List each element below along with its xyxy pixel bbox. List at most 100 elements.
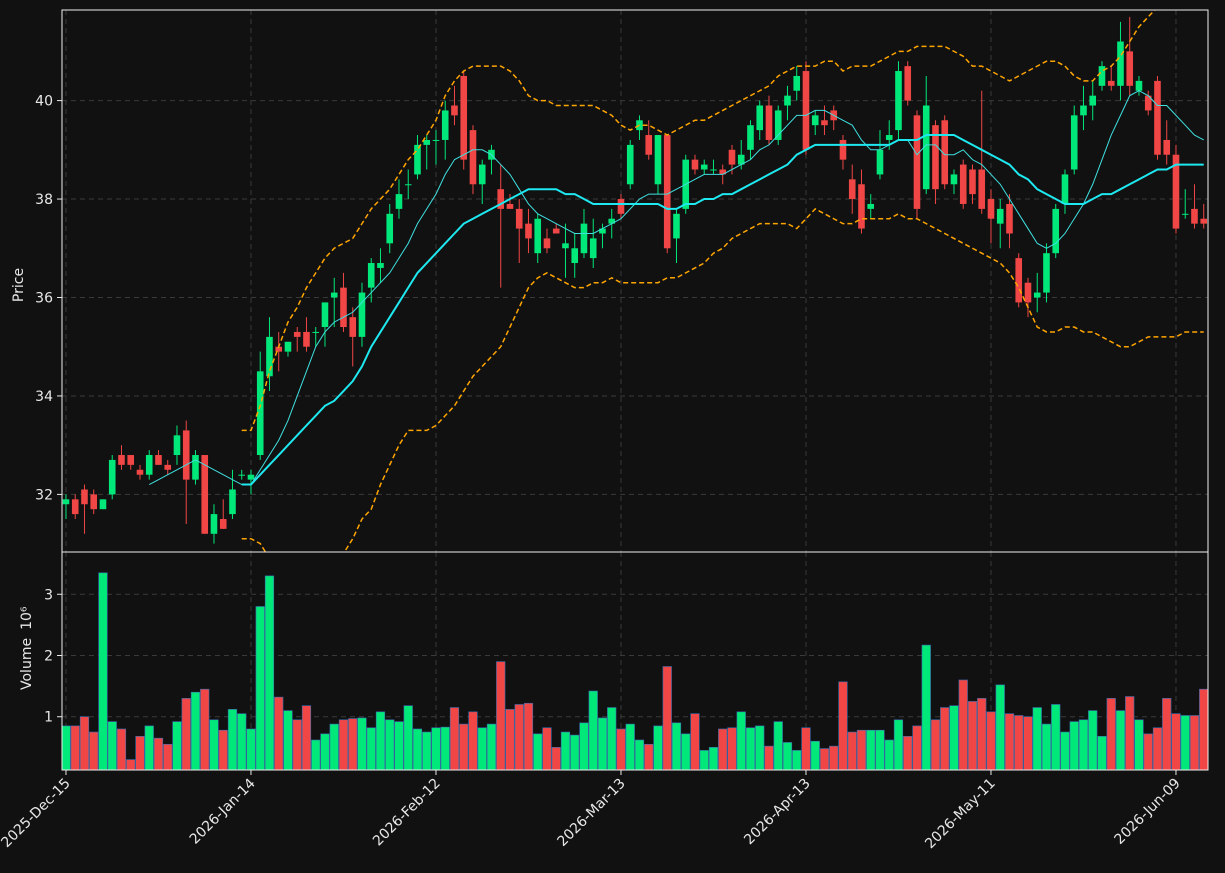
candle-body xyxy=(367,263,375,288)
y-tick-label: 32 xyxy=(35,487,53,503)
y-tick-label: 38 xyxy=(35,192,53,208)
volume-bar xyxy=(866,729,876,770)
volume-bar xyxy=(644,743,654,770)
volume-bar xyxy=(718,728,728,770)
volume-bar xyxy=(995,684,1005,770)
candle-body xyxy=(1172,154,1180,229)
candle-body xyxy=(1154,80,1161,155)
candle-body xyxy=(1024,282,1032,303)
volume-bar xyxy=(264,575,275,770)
candle-body xyxy=(99,499,107,510)
candle-body xyxy=(1080,105,1087,116)
candle-body xyxy=(552,228,560,234)
candle-body xyxy=(1191,208,1198,224)
candle-body xyxy=(959,164,967,204)
candle-body xyxy=(932,125,939,190)
volume-bar xyxy=(348,718,358,770)
candle-body xyxy=(608,218,616,224)
candle-body xyxy=(460,75,468,160)
volume-bar xyxy=(431,727,441,770)
candle-body xyxy=(895,71,902,131)
volume-bar xyxy=(1125,696,1135,770)
candle-body xyxy=(700,164,708,170)
volume-bar xyxy=(375,711,386,770)
volume-bar xyxy=(144,725,154,770)
volume-bar xyxy=(607,707,617,770)
candle-body xyxy=(617,199,625,214)
volume-bar xyxy=(533,733,543,770)
candle-body xyxy=(719,169,727,175)
candle-body xyxy=(469,130,477,185)
volume-bar xyxy=(70,725,80,770)
candle-body xyxy=(386,213,394,244)
volume-bar xyxy=(107,721,117,770)
candle-body xyxy=(127,455,135,465)
price-panel xyxy=(62,10,1208,552)
volume-bar xyxy=(79,716,90,770)
volume-bar xyxy=(551,747,561,770)
volume-bar xyxy=(1162,698,1172,770)
candle-body xyxy=(284,341,292,352)
volume-bar xyxy=(422,731,432,770)
candle-body xyxy=(71,499,79,515)
candle-body xyxy=(793,75,801,91)
candle-body xyxy=(941,120,949,185)
volume-bar xyxy=(292,719,302,770)
candle-body xyxy=(182,430,190,480)
volume-bar xyxy=(237,713,247,770)
volume-bar xyxy=(283,710,293,770)
volume-bar xyxy=(588,690,598,770)
candle-body xyxy=(710,169,717,171)
volume-bar xyxy=(523,702,534,770)
volume-bar xyxy=(181,698,191,770)
candle-body xyxy=(645,135,653,155)
candle-body xyxy=(1107,80,1115,86)
candle-body xyxy=(275,346,283,352)
volume-bar xyxy=(912,725,922,770)
candle-body xyxy=(497,189,505,209)
candle-body xyxy=(1117,41,1124,86)
volume-bar xyxy=(459,723,469,770)
candle-body xyxy=(90,494,98,510)
volume-bar xyxy=(320,733,330,770)
candle-body xyxy=(238,474,246,476)
candle-body xyxy=(867,203,875,209)
volume-bar xyxy=(986,711,996,770)
candle-body xyxy=(589,238,597,259)
candle-body xyxy=(904,66,912,101)
candle-body xyxy=(950,174,958,185)
volume-bar xyxy=(681,733,691,770)
volume-bar xyxy=(1143,733,1153,770)
candle-body xyxy=(756,105,764,131)
volume-bar xyxy=(903,736,913,770)
volume-bar xyxy=(875,729,885,770)
overlay-line xyxy=(241,10,1156,432)
volume-bar xyxy=(1078,719,1089,770)
volume-bar xyxy=(977,698,987,770)
volume-bar xyxy=(662,666,672,770)
volume-bar xyxy=(727,727,737,770)
candle-body xyxy=(1163,139,1171,155)
candle-body xyxy=(377,263,384,268)
volume-bar xyxy=(1189,715,1200,770)
y-tick-label: 3 xyxy=(44,587,53,603)
volume-bar xyxy=(1152,727,1163,770)
candle-body xyxy=(1144,95,1152,111)
candle-body xyxy=(978,169,986,209)
volume-bar xyxy=(690,713,700,770)
volume-bar xyxy=(1060,731,1070,770)
volume-bar xyxy=(847,731,857,770)
candle-body xyxy=(81,489,88,505)
candle-body xyxy=(108,459,116,495)
candle-body xyxy=(136,469,144,475)
volume-bar xyxy=(246,728,256,770)
volume-bar xyxy=(893,719,904,770)
candle-body xyxy=(395,194,403,209)
volume-bar xyxy=(736,711,746,770)
candle-body xyxy=(885,135,893,140)
candle-body xyxy=(848,179,856,200)
volume-bar xyxy=(560,731,571,770)
candle-body xyxy=(728,149,736,165)
candle-body xyxy=(580,223,588,254)
